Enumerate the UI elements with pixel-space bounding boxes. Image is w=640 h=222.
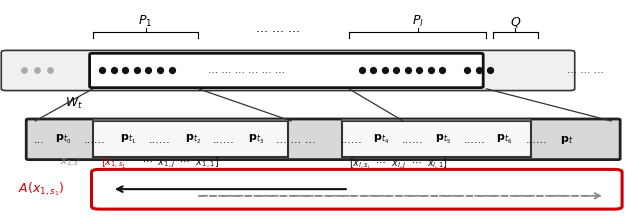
Text: $\mathbf{p}_{t_3}$: $\mathbf{p}_{t_3}$ [248,133,264,146]
Text: $[x_{1,s_1}$: $[x_{1,s_1}$ [101,156,127,171]
Text: $x_{1,s'}$: $x_{1,s'}$ [60,157,81,170]
Text: ......: ...... [464,135,486,145]
FancyBboxPatch shape [1,50,575,91]
Text: $\mathbf{p}_{t_4}$: $\mathbf{p}_{t_4}$ [372,133,389,146]
Text: ......: ...... [525,135,547,145]
Text: $\mathbf{p}_{t_0}$: $\mathbf{p}_{t_0}$ [54,133,71,146]
Text: ......: ...... [402,135,424,145]
Text: $A(x_{1,s_1})$: $A(x_{1,s_1})$ [18,180,65,198]
Text: ......: ...... [213,135,235,145]
Text: ... ... ...: ... ... ... [567,65,604,75]
Text: $\mathbf{p}_{t_2}$: $\mathbf{p}_{t_2}$ [185,133,202,146]
Bar [93,121,288,157]
Text: $W_t$: $W_t$ [65,96,83,111]
Bar [342,121,531,157]
Text: ......: ...... [341,135,363,145]
Text: $\mathbf{p}_{t}$: $\mathbf{p}_{t}$ [560,134,573,146]
Text: $\cdots$  $x_{1,j}$  $\cdots$  $x_{1,1}]$: $\cdots$ $x_{1,j}$ $\cdots$ $x_{1,1}]$ [142,156,220,170]
Text: ... ... ...: ... ... ... [257,22,300,35]
Text: $\mathbf{p}_{t_5}$: $\mathbf{p}_{t_5}$ [435,133,451,146]
Bar [93,119,288,121]
FancyBboxPatch shape [26,119,620,160]
Text: ...: ... [35,135,45,145]
Text: ......: ...... [149,135,171,145]
Bar [342,119,531,121]
FancyBboxPatch shape [90,53,483,88]
Text: $P_1$: $P_1$ [138,14,153,29]
Text: $\mathbf{p}_{t_1}$: $\mathbf{p}_{t_1}$ [120,133,136,146]
Text: $Q$: $Q$ [509,15,521,29]
Text: $P_l$: $P_l$ [412,14,424,29]
Text: ... ... ... ... ... ...: ... ... ... ... ... ... [208,65,285,75]
Text: $[x_{l,s_l}$  $\cdots$  $x_{l,j}$  $\cdots$  $x_{l,1}]$: $[x_{l,s_l}$ $\cdots$ $x_{l,j}$ $\cdots$… [349,156,447,171]
FancyBboxPatch shape [92,169,622,209]
Text: $\mathbf{p}_{t_6}$: $\mathbf{p}_{t_6}$ [496,133,513,146]
Text: ... ... ...: ... ... ... [276,135,316,145]
Text: ......: ...... [84,135,106,145]
